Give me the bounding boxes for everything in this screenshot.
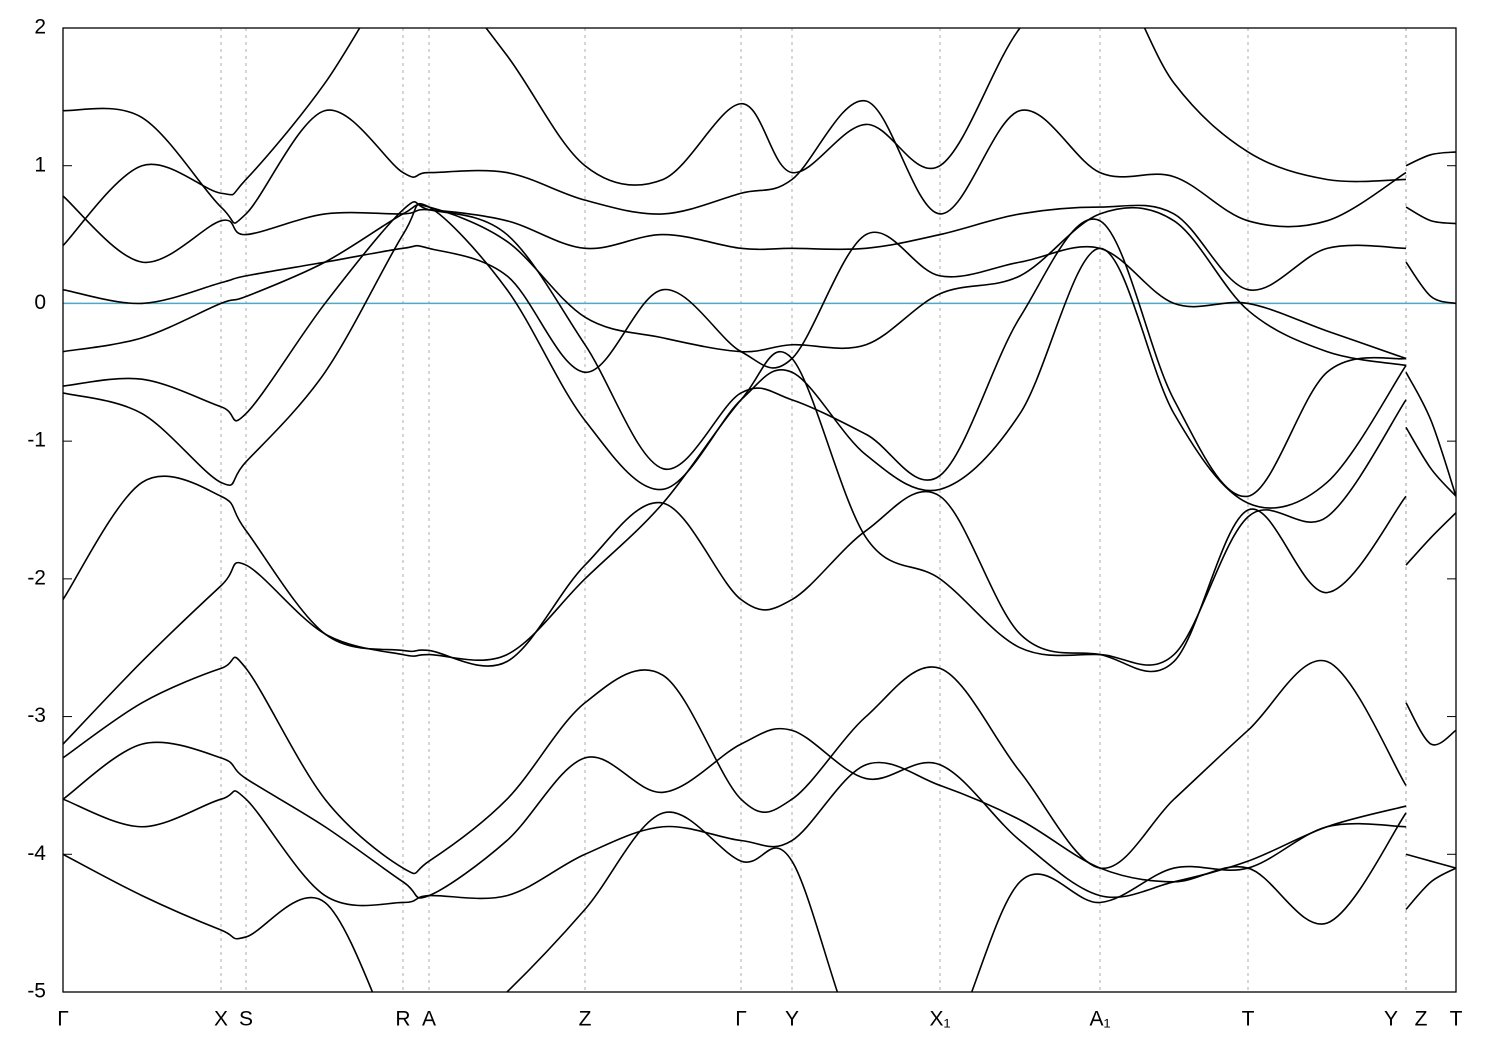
x-tick-label: A xyxy=(422,1008,436,1031)
plot-area xyxy=(63,28,1456,992)
band xyxy=(63,28,1456,247)
x-tick-label: Y xyxy=(1384,1008,1398,1031)
x-tick-label: Γ xyxy=(57,1008,69,1031)
band xyxy=(63,195,1456,305)
x-tick-label: Γ xyxy=(735,1008,747,1031)
y-tick-label: 1 xyxy=(34,153,46,176)
band xyxy=(63,475,1407,673)
bands xyxy=(63,28,1456,992)
band xyxy=(63,100,1456,228)
band xyxy=(63,231,1456,497)
band xyxy=(63,811,1407,992)
y-tick-label: 0 xyxy=(34,291,46,314)
y-tick-label: -2 xyxy=(27,566,46,589)
x-tick-label: T xyxy=(1242,1008,1255,1031)
band xyxy=(63,761,1456,925)
band xyxy=(63,727,1456,899)
band xyxy=(63,203,1456,497)
x-tick-label: X₁ xyxy=(929,1008,950,1031)
band xyxy=(63,201,1456,566)
x-tick-label: Y xyxy=(785,1008,799,1031)
plot-frame xyxy=(62,27,1457,993)
x-tick-label: T xyxy=(1450,1008,1463,1031)
x-tick-label: X xyxy=(214,1008,228,1031)
y-tick-label: -1 xyxy=(27,429,46,452)
x-tick-label: A₁ xyxy=(1089,1008,1110,1031)
x-tick-label: R xyxy=(395,1008,410,1031)
band xyxy=(63,350,1407,745)
x-tick-label: Z xyxy=(1415,1008,1428,1031)
y-tick-label: -3 xyxy=(27,704,46,727)
y-tick-label: -4 xyxy=(27,842,46,865)
y-tick-label: 2 xyxy=(34,16,46,39)
y-tick-label: -5 xyxy=(27,980,46,1003)
x-tick-label: Z xyxy=(579,1008,592,1031)
band xyxy=(63,656,1456,875)
x-tick-label: S xyxy=(239,1008,253,1031)
